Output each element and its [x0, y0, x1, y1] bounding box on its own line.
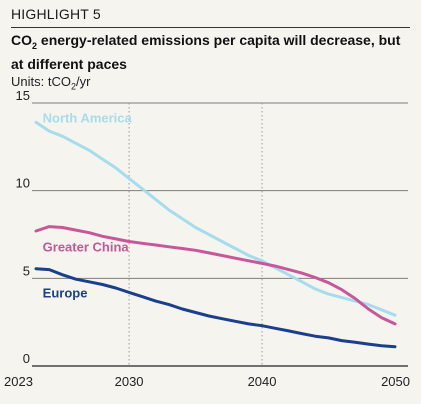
- chart-title: CO2 energy-related emissions per capita …: [11, 31, 411, 73]
- x-tick-label-2023: 2023: [4, 374, 33, 389]
- header-rule: [11, 27, 410, 28]
- x-tick-label-2040: 2040: [248, 374, 277, 389]
- units-prefix: Units: tCO: [11, 74, 71, 89]
- x-tick-label-2030: 2030: [115, 374, 144, 389]
- x-tick-label-2050: 2050: [381, 374, 410, 389]
- units-suffix: /yr: [75, 74, 91, 89]
- series-line-greater-china: [34, 225, 397, 326]
- y-tick-label-5: 5: [23, 263, 30, 278]
- series-label-europe: Europe: [43, 286, 88, 301]
- y-tick-label-15: 15: [16, 88, 30, 103]
- y-tick-label-10: 10: [16, 176, 30, 191]
- series-label-greater-china: Greater China: [43, 240, 130, 255]
- series-line-europe: [34, 267, 397, 349]
- units-subscript: 2: [70, 81, 76, 92]
- title-prefix: CO: [11, 32, 32, 48]
- highlight-label: HIGHLIGHT 5: [11, 6, 101, 22]
- title-rest: energy-related emissions per capita will…: [11, 32, 401, 72]
- title-subscript: 2: [32, 40, 38, 51]
- y-tick-label-0: 0: [23, 351, 30, 366]
- series-label-north-america: North America: [43, 110, 133, 125]
- series-line-north-america: [34, 120, 397, 317]
- units-label: Units: tCO2/yr: [11, 74, 90, 92]
